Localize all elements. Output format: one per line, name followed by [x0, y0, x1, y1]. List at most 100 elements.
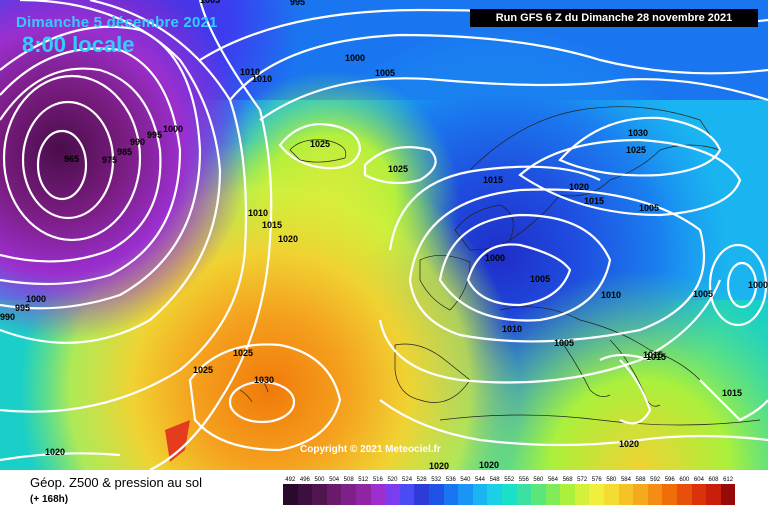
- isobar-label: 1025: [626, 145, 646, 155]
- isobar-label: 1005: [554, 338, 574, 348]
- variable-title: Géop. Z500 & pression au sol: [30, 475, 202, 490]
- isobar-label: 1005: [639, 203, 659, 213]
- pressure-map: 1000 1005 1010 1010 995 990 985 975 1000…: [0, 0, 768, 470]
- scale-swatch: [283, 484, 298, 505]
- isobar-label: 1020: [569, 182, 589, 192]
- scale-cell: 604: [691, 476, 707, 505]
- scale-cell: 556: [516, 476, 532, 505]
- scale-swatch: [297, 484, 313, 505]
- scale-swatch: [560, 484, 575, 505]
- scale-swatch: [662, 484, 678, 505]
- scale-tick-label: 584: [620, 477, 631, 483]
- forecast-date: Dimanche 5 décembre 2021: [16, 14, 218, 31]
- isobar-label: 1015: [722, 388, 742, 398]
- scale-swatch: [472, 484, 488, 505]
- scale-tick-label: 552: [504, 477, 515, 483]
- isobar-label: 995: [15, 303, 30, 313]
- scale-cell: 564: [545, 476, 561, 505]
- scale-cell: 516: [370, 476, 386, 505]
- scale-swatch: [501, 484, 517, 505]
- lead-time: (+ 168h): [30, 494, 69, 505]
- scale-swatch: [647, 484, 663, 505]
- scale-tick-label: 592: [650, 477, 661, 483]
- scale-cell: 576: [589, 476, 605, 505]
- isobar-label: 995: [147, 130, 162, 140]
- scale-cell: 548: [487, 476, 502, 505]
- scale-cell: 520: [385, 476, 400, 505]
- isobar-label: 1005: [530, 274, 550, 284]
- scale-swatch: [414, 484, 429, 505]
- isobar-label: 990: [0, 312, 15, 322]
- scale-tick-label: 548: [489, 477, 500, 483]
- scale-cell: 596: [662, 476, 678, 505]
- scale-swatch: [341, 484, 356, 505]
- forecast-time: 8:00 locale: [22, 32, 135, 57]
- scale-swatch: [428, 484, 444, 505]
- isobar-label: 1020: [429, 461, 449, 470]
- scale-cell: 540: [458, 476, 473, 505]
- isobar-label: 1015: [483, 175, 503, 185]
- scale-swatch: [326, 484, 342, 505]
- scale-tick-label: 556: [518, 477, 529, 483]
- legend-bar: Géop. Z500 & pression au sol (+ 168h) 49…: [0, 470, 768, 512]
- scale-cell: 560: [531, 476, 546, 505]
- scale-swatch: [370, 484, 386, 505]
- scale-swatch: [355, 484, 371, 505]
- scale-tick-label: 536: [445, 477, 456, 483]
- isobar-label: 1015: [646, 352, 666, 362]
- scale-cell: 580: [604, 476, 619, 505]
- scale-swatch: [531, 484, 546, 505]
- isobar-label: 1015: [643, 350, 663, 360]
- scale-tick-label: 576: [591, 477, 602, 483]
- scale-cell: 508: [341, 476, 356, 505]
- scale-swatch: [487, 484, 502, 505]
- isobar-label: 995: [290, 0, 305, 7]
- isobar-label: 965: [64, 154, 79, 164]
- isobar-label: 1025: [233, 348, 253, 358]
- scale-tick-label: 604: [693, 477, 704, 483]
- isobar-label: 1025: [193, 365, 213, 375]
- color-scale: 492 496 500 504 508 512 516 520 524 528 532 536 540 5…: [283, 476, 736, 505]
- scale-cell: 600: [677, 476, 692, 505]
- scale-cell: 584: [618, 476, 634, 505]
- scale-tick-label: 516: [372, 477, 383, 483]
- scale-tick-label: 524: [402, 477, 413, 483]
- isobar-label: 975: [102, 155, 117, 165]
- scale-tick-label: 540: [460, 477, 471, 483]
- isobar-label: 1030: [628, 128, 648, 138]
- scale-swatch: [604, 484, 619, 505]
- scale-tick-label: 600: [679, 477, 690, 483]
- scale-swatch: [312, 484, 327, 505]
- scale-tick-label: 608: [708, 477, 719, 483]
- scale-cell: 504: [326, 476, 342, 505]
- scale-swatch: [633, 484, 648, 505]
- isobar-label: 1020: [619, 439, 639, 449]
- isobar-label: 1000: [26, 294, 46, 304]
- scale-tick-label: 564: [547, 477, 558, 483]
- isobar-label: 1005: [200, 0, 220, 5]
- scale-tick-label: 596: [664, 477, 675, 483]
- scale-swatch: [443, 484, 459, 505]
- scale-tick-label: 560: [533, 477, 544, 483]
- scale-cell: 524: [399, 476, 415, 505]
- scale-cell: 528: [414, 476, 429, 505]
- isobar-label: 1015: [262, 220, 282, 230]
- scale-tick-label: 544: [475, 477, 486, 483]
- isobar-label: 1000: [485, 253, 505, 263]
- scale-cell: 592: [647, 476, 663, 505]
- isobar-label: 1010: [240, 67, 260, 77]
- isobar-label: 1000: [345, 53, 365, 63]
- scale-tick-label: 532: [431, 477, 442, 483]
- isobar-label: 1000: [163, 124, 183, 134]
- scale-cell: 500: [312, 476, 327, 505]
- isobar-label: 1025: [388, 164, 408, 174]
- scale-cell: 572: [574, 476, 590, 505]
- isobar-label: 1010: [252, 74, 272, 84]
- scale-cell: 608: [706, 476, 721, 505]
- isobar-label: 1020: [45, 447, 65, 457]
- isobar-label: 1005: [375, 68, 395, 78]
- model-run-info: Run GFS 6 Z du Dimanche 28 novembre 2021: [470, 9, 758, 27]
- scale-tick-label: 588: [635, 477, 646, 483]
- isobar-label: 1010: [502, 324, 522, 334]
- scale-swatch: [574, 484, 590, 505]
